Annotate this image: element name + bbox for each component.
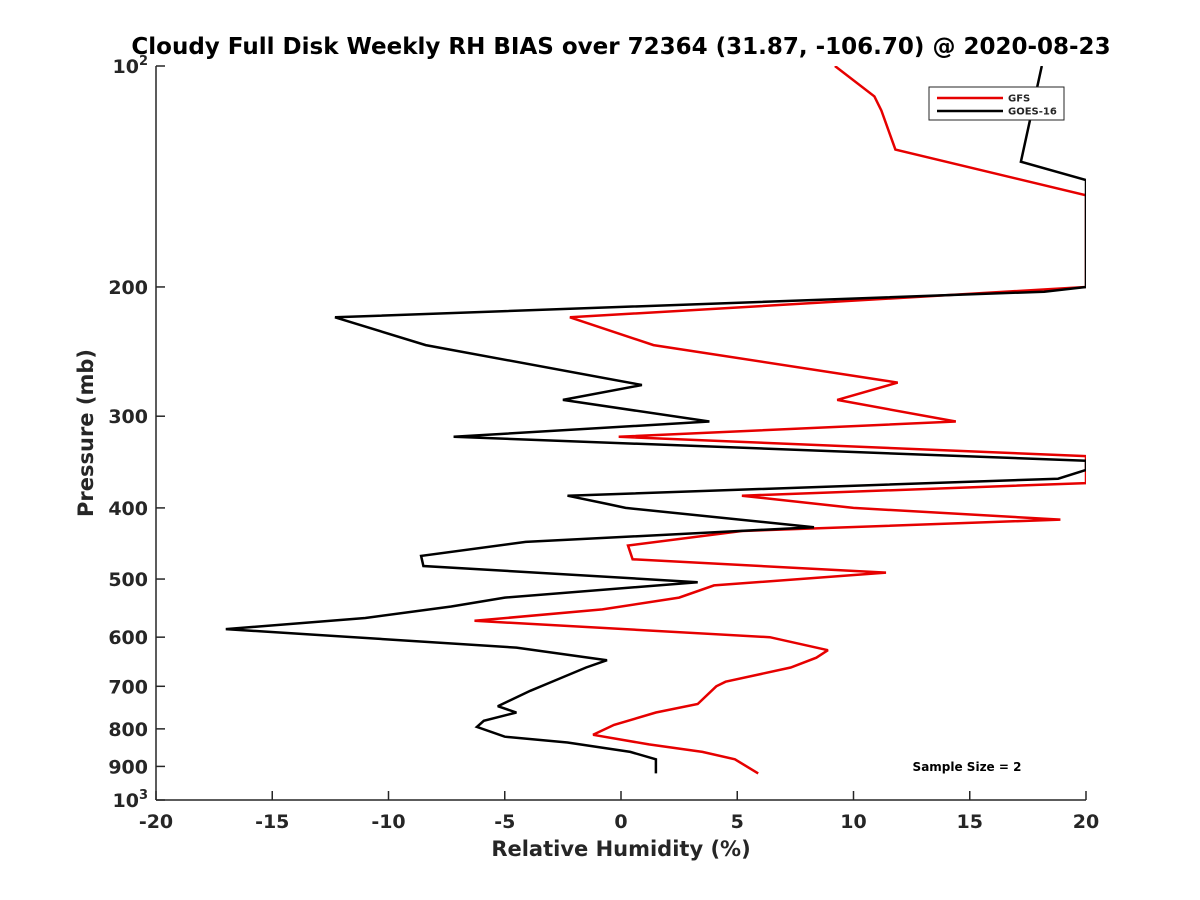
legend: GFS GOES-16 <box>928 86 1065 121</box>
y-axis-label: Pressure (mb) <box>74 349 98 517</box>
y-tick-label: 300 <box>108 406 148 428</box>
chart-title: Cloudy Full Disk Weekly RH BIAS over 723… <box>131 34 1110 60</box>
y-tick-label: 200 <box>108 277 148 299</box>
y-tick-label: 800 <box>108 719 148 741</box>
legend-label: GFS <box>1008 94 1030 105</box>
series-layer <box>225 66 1086 775</box>
y-tick-label: 600 <box>108 627 148 649</box>
x-tick-label: 10 <box>840 811 866 833</box>
y-tick-label: 102 <box>113 54 149 78</box>
legend-label: GOES-16 <box>1008 107 1057 118</box>
series-line-goes-16 <box>225 66 1086 774</box>
legend-box <box>928 86 1065 121</box>
x-tick-label: 15 <box>957 811 983 833</box>
x-tick-label: -15 <box>255 811 289 833</box>
y-tick-label: 103 <box>113 788 149 812</box>
x-tick-label: 0 <box>614 811 627 833</box>
y-tick-label: 900 <box>108 756 148 778</box>
x-axis-label: Relative Humidity (%) <box>491 837 750 861</box>
x-tick-label: 20 <box>1073 811 1099 833</box>
y-tick-label: 500 <box>108 569 148 591</box>
x-tick-label: -5 <box>494 811 515 833</box>
x-tick-label: -10 <box>371 811 405 833</box>
y-tick-label: 700 <box>108 676 148 698</box>
sample-size-annotation: Sample Size = 2 <box>913 760 1022 774</box>
axes-layer: -20 -15 -10 -5 0 5 10 15 20 102 200 300 400 500 600 700… <box>108 54 1099 833</box>
x-tick-label: 5 <box>731 811 744 833</box>
x-tick-label: -20 <box>139 811 173 833</box>
series-line-gfs <box>474 66 1086 775</box>
y-tick-label: 400 <box>108 498 148 520</box>
